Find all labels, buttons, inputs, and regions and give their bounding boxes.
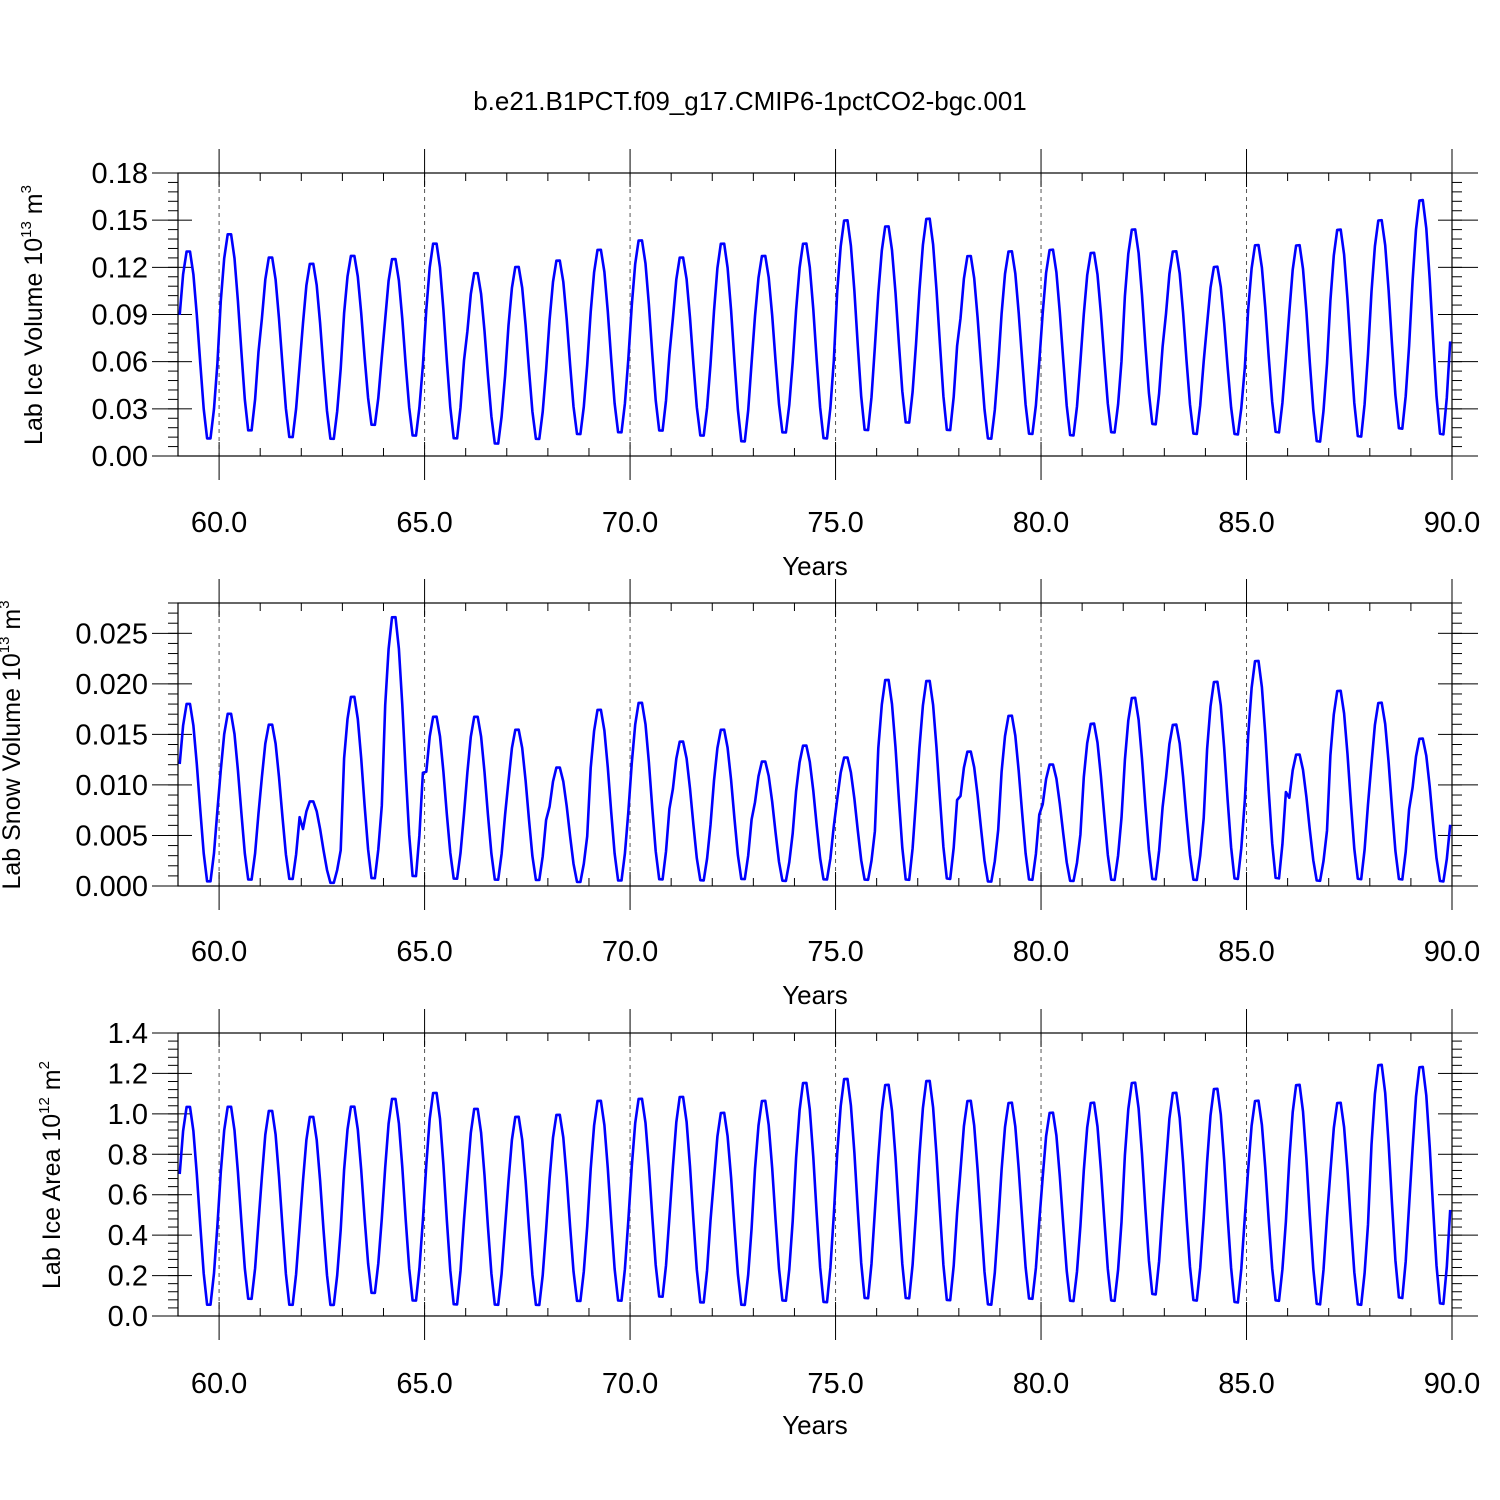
x-tick-label: 85.0 <box>1218 936 1274 968</box>
y-tick-label: 1.4 <box>108 1018 148 1050</box>
series-line-ice_volume <box>178 198 1452 445</box>
y-tick-label: 0.18 <box>92 158 148 190</box>
x-tick-label: 90.0 <box>1424 1368 1480 1400</box>
y-tick-label: 1.0 <box>108 1099 148 1131</box>
x-tick-label: 60.0 <box>191 1368 247 1400</box>
y-tick-label: 0.010 <box>75 770 148 802</box>
x-tick-label: 60.0 <box>191 507 247 539</box>
y-tick-label: 0.0 <box>108 1301 148 1333</box>
x-tick-label: 85.0 <box>1218 507 1274 539</box>
x-tick-label: 90.0 <box>1424 507 1480 539</box>
plot-frame <box>177 172 1453 457</box>
x-tick-label: 65.0 <box>396 507 452 539</box>
x-tick-label: 75.0 <box>807 936 863 968</box>
y-tick-label: 0.025 <box>75 618 148 650</box>
y-tick-label: 0.09 <box>92 300 148 332</box>
y-tick-label: 0.00 <box>92 441 148 473</box>
panel-snow_volume: 0.000 0.005 0.010 0.015 0.020 0.025 60.0 65.0 70… <box>0 579 1480 1010</box>
x-tick-label: 60.0 <box>191 936 247 968</box>
x-tick-label: 70.0 <box>602 1368 658 1400</box>
y-tick-label: 1.2 <box>108 1058 148 1090</box>
y-tick-label: 0.15 <box>92 205 148 237</box>
series-line-snow_volume <box>178 615 1452 885</box>
x-tick-label: 65.0 <box>396 936 452 968</box>
x-tick-label: 75.0 <box>807 507 863 539</box>
y-tick-label: 0.8 <box>108 1139 148 1171</box>
y-axis-title: Lab Ice Area 1012 m2 <box>36 1061 66 1289</box>
x-tick-label: 85.0 <box>1218 1368 1274 1400</box>
y-axis-title: Lab Ice Volume 1013 m3 <box>18 185 48 445</box>
panel-ice_volume: 0.00 0.03 0.06 0.09 0.12 0.15 0.18 60.0 65.0 70.0… <box>18 149 1480 581</box>
y-tick-label: 0.005 <box>75 820 148 852</box>
x-tick-label: 70.0 <box>602 936 658 968</box>
x-axis-title: Years <box>782 980 848 1010</box>
x-tick-label: 80.0 <box>1013 507 1069 539</box>
plot-frame <box>177 1032 1453 1317</box>
x-tick-label: 80.0 <box>1013 1368 1069 1400</box>
y-tick-label: 0.6 <box>108 1180 148 1212</box>
x-axis-title: Years <box>782 1410 848 1440</box>
figure-title: b.e21.B1PCT.f09_g17.CMIP6-1pctCO2-bgc.00… <box>473 86 1027 116</box>
x-tick-label: 65.0 <box>396 1368 452 1400</box>
x-tick-label: 80.0 <box>1013 936 1069 968</box>
plot-frame <box>177 602 1453 887</box>
x-tick-label: 75.0 <box>807 1368 863 1400</box>
y-tick-label: 0.06 <box>92 347 148 379</box>
x-axis-title: Years <box>782 551 848 581</box>
y-tick-label: 0.03 <box>92 394 148 426</box>
y-tick-label: 0.2 <box>108 1261 148 1293</box>
y-axis-title: Lab Snow Volume 1013 m3 <box>0 600 26 889</box>
y-tick-label: 0.4 <box>108 1220 148 1252</box>
y-tick-label: 0.015 <box>75 719 148 751</box>
y-tick-label: 0.020 <box>75 669 148 701</box>
y-tick-label: 0.000 <box>75 871 148 903</box>
y-tick-label: 0.12 <box>92 252 148 284</box>
series-line-ice_area <box>178 1063 1452 1307</box>
x-tick-label: 70.0 <box>602 507 658 539</box>
panel-ice_area: 0.0 0.2 0.4 0.6 0.8 1.0 1.2 1.4 60.0 65.0 70.0 75.0… <box>36 1009 1480 1440</box>
x-tick-label: 90.0 <box>1424 936 1480 968</box>
